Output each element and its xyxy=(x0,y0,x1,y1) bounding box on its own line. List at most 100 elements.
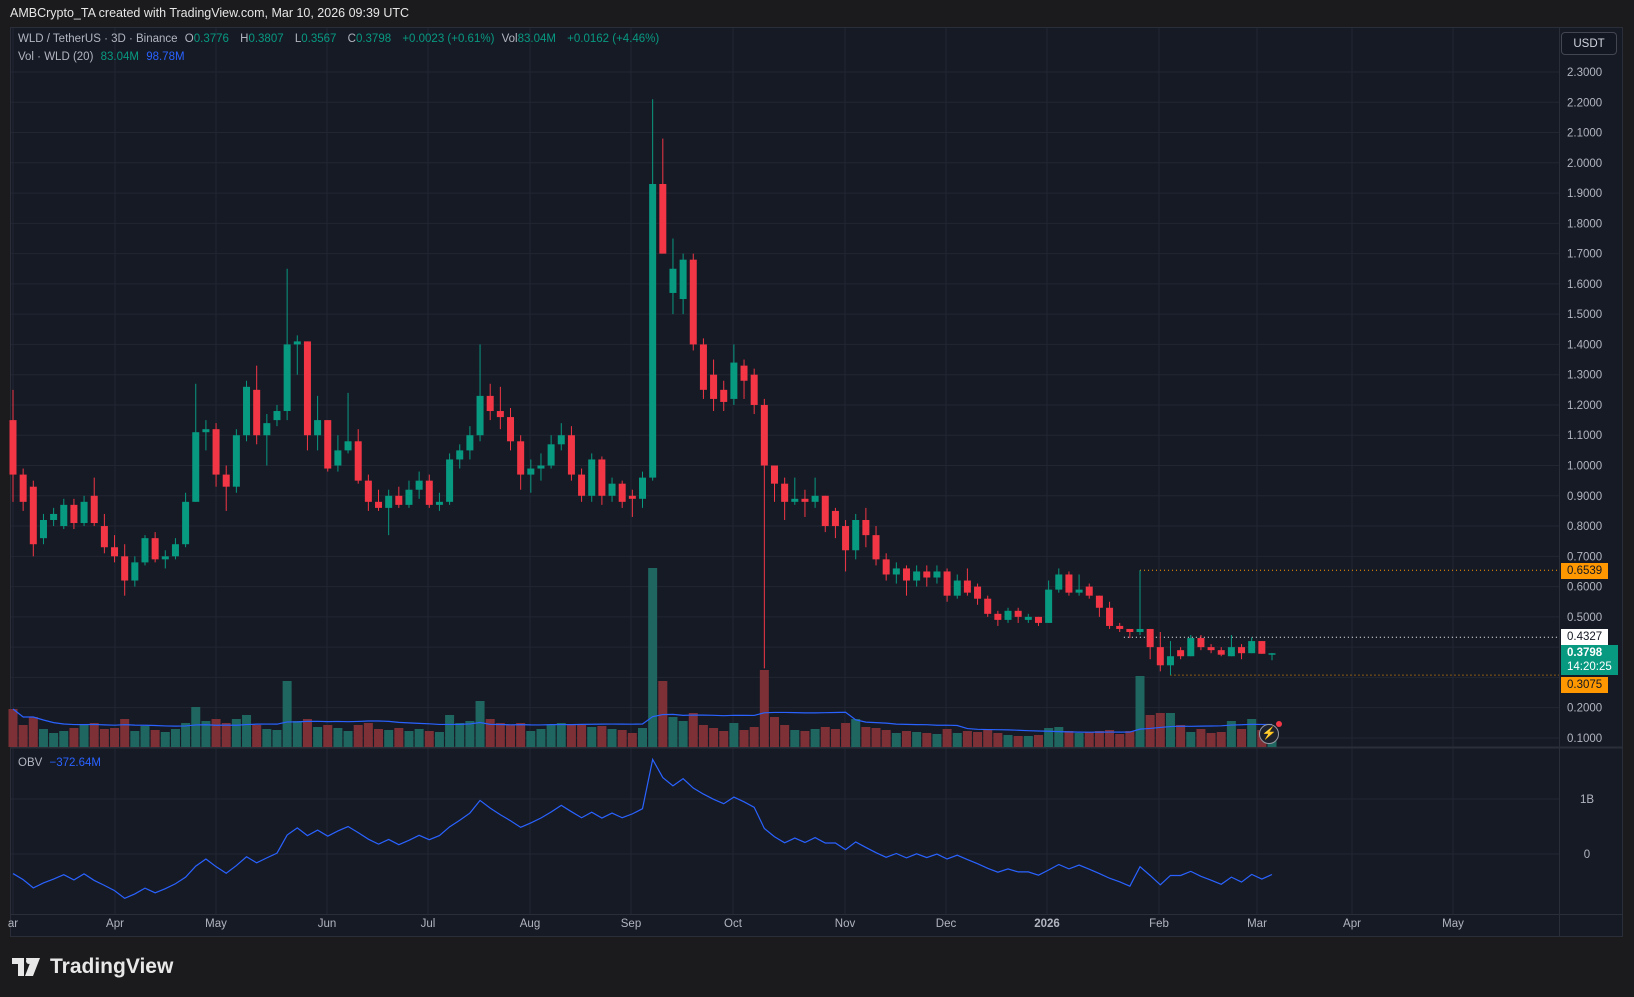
candle-body xyxy=(1075,589,1083,593)
volume-bar xyxy=(292,721,302,747)
candle-body xyxy=(70,504,78,524)
candle-body xyxy=(740,365,748,381)
volume-bar xyxy=(424,731,434,747)
obv-legend: OBV −372.64M xyxy=(18,757,105,769)
candle xyxy=(639,471,646,508)
candle-body xyxy=(293,341,301,345)
candle xyxy=(375,489,383,511)
candle xyxy=(699,338,707,399)
time-tick-label: ar xyxy=(8,918,18,930)
volume-bar xyxy=(1054,727,1064,747)
candle xyxy=(1065,571,1073,596)
candles xyxy=(9,99,1276,676)
candle-body xyxy=(1187,638,1195,657)
candle xyxy=(598,456,606,505)
volume-bar xyxy=(69,728,79,747)
candle xyxy=(1238,644,1246,660)
volume-bar xyxy=(38,729,48,747)
candle-body xyxy=(324,420,332,469)
candle-body xyxy=(1146,628,1154,648)
last-price-label: 0.3798 14:20:25 xyxy=(1561,645,1618,675)
candle xyxy=(1166,641,1174,676)
volume-bar xyxy=(729,723,739,747)
volume-bar xyxy=(719,731,729,747)
candle xyxy=(90,477,98,527)
candle-body xyxy=(354,441,362,481)
volume-bar xyxy=(556,723,566,747)
candle xyxy=(273,404,281,427)
candle-body xyxy=(232,435,240,487)
volume-legend-label[interactable]: Vol · WLD (20) xyxy=(18,51,94,63)
candle-body xyxy=(567,435,575,475)
price-tick-label: 0.8000 xyxy=(1567,521,1602,533)
candle xyxy=(1106,601,1114,629)
currency-button[interactable]: USDT xyxy=(1561,32,1617,55)
candle xyxy=(314,395,322,451)
volume-bar xyxy=(1226,721,1236,747)
candle-body xyxy=(517,441,525,475)
volume-bar xyxy=(1023,736,1033,747)
candle-body xyxy=(507,417,515,442)
time-tick-label: May xyxy=(205,918,227,930)
candle xyxy=(303,341,311,451)
volume-bar xyxy=(861,727,871,747)
candle-body xyxy=(283,344,291,412)
notification-dot xyxy=(1276,721,1282,727)
candle xyxy=(720,380,728,412)
candle-body xyxy=(1014,610,1022,617)
candle xyxy=(750,368,758,415)
candle-body xyxy=(425,480,433,505)
volume-bar xyxy=(262,729,272,747)
volume-bar xyxy=(627,733,637,747)
candle xyxy=(171,538,179,560)
candle-body xyxy=(121,556,129,581)
volume-bar xyxy=(1247,719,1257,747)
candle xyxy=(1126,628,1134,639)
volume-bar xyxy=(668,717,678,747)
candle xyxy=(243,380,251,442)
volume-bar xyxy=(1094,731,1104,747)
volume-bar xyxy=(1003,735,1013,747)
price-tick-label: 0.9000 xyxy=(1567,491,1602,503)
candle xyxy=(293,335,301,375)
candle xyxy=(466,426,474,460)
candle-body xyxy=(446,459,454,502)
volume-bar xyxy=(698,725,708,747)
volume-bar xyxy=(932,734,942,747)
lightning-icon[interactable]: ⚡ xyxy=(1259,721,1282,744)
candle-body xyxy=(1268,653,1276,655)
obv-legend-label[interactable]: OBV xyxy=(18,757,43,769)
volume-bar xyxy=(404,731,414,747)
volume-bar xyxy=(1176,725,1186,747)
candle-body xyxy=(974,586,982,599)
volume-bar xyxy=(1125,731,1135,747)
volume-bar xyxy=(546,725,556,747)
candle xyxy=(1156,631,1164,672)
candle xyxy=(1197,635,1205,651)
candle-body xyxy=(131,562,139,581)
candle-body xyxy=(1207,647,1215,651)
candle xyxy=(486,383,494,421)
volume-bar xyxy=(1074,733,1084,747)
candle-body xyxy=(892,568,900,575)
candle xyxy=(730,344,738,405)
candle xyxy=(892,562,900,584)
volume-bar xyxy=(536,729,546,747)
candle xyxy=(232,429,240,493)
price-tick-label: 1.4000 xyxy=(1567,339,1602,351)
volume-bar xyxy=(252,725,262,747)
candle xyxy=(547,435,555,469)
volume-bar xyxy=(313,727,323,747)
volume-bar xyxy=(993,733,1003,747)
candle-body xyxy=(395,495,403,505)
candle xyxy=(334,435,342,472)
candle-body xyxy=(872,535,880,560)
symbol-title[interactable]: WLD / TetherUS · 3D · Binance xyxy=(18,33,178,45)
candle-body xyxy=(902,568,910,581)
volume-bar xyxy=(901,731,911,747)
candle-body xyxy=(202,429,210,433)
volume-bar xyxy=(830,729,840,747)
candle xyxy=(821,495,829,533)
candle-body xyxy=(720,389,728,402)
